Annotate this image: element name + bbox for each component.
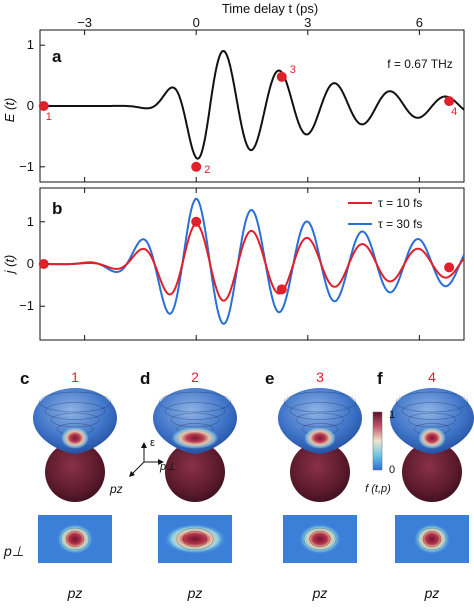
map-contour (176, 527, 214, 551)
distribution-panel-d: d 2 pz (140, 369, 237, 601)
lower-sphere (290, 442, 350, 502)
frequency-annotation: f = 0.67 THz (387, 57, 452, 71)
map-contour (422, 530, 442, 548)
upper-bowl (278, 388, 362, 454)
marker-b-1 (38, 259, 49, 269)
map-blob (414, 524, 450, 554)
panel-number-4: 4 (428, 369, 436, 385)
x-tick-label: 6 (416, 15, 423, 30)
marker-label-a-3: 3 (290, 64, 296, 76)
marker-b-3 (276, 284, 287, 295)
lower-sphere (402, 442, 462, 502)
lower-sphere (45, 442, 105, 502)
map-contour (309, 530, 331, 548)
panel-letter-c: c (20, 369, 29, 388)
map-blob (57, 524, 93, 554)
bottom-x-label: pz (312, 585, 328, 601)
panel-number-3: 3 (316, 369, 324, 385)
x-tick-label: 0 (193, 15, 200, 30)
marker-b-4 (444, 262, 455, 273)
panel-number-2: 2 (191, 369, 199, 385)
map-contour (60, 527, 90, 551)
panel-number-1: 1 (71, 369, 79, 385)
distribution-panel-c: c 1 pz (20, 369, 117, 601)
current-line-10fs (40, 223, 465, 302)
contour-line (283, 391, 357, 413)
colorbar-gradient (372, 411, 383, 471)
hot-spot (303, 427, 337, 449)
distribution-panel-e: e 3 pz (265, 369, 362, 601)
marker-a-3 (276, 71, 287, 82)
contour-line (395, 391, 469, 413)
y-axis-title-a: E (t) (2, 98, 17, 123)
colorbar-label: f (t,p) (365, 483, 391, 495)
map-blob (164, 524, 226, 554)
panel-letter-e: e (265, 369, 274, 388)
panel-letter-d: d (140, 369, 150, 388)
panel-b-letter: b (52, 199, 62, 218)
contour-line (401, 402, 463, 420)
map-contour (303, 527, 337, 551)
bottom-x-label: pz (187, 585, 203, 601)
distribution-panels: c 1 pz d 2 pz e 3 pz f 4 pz (20, 369, 474, 601)
y-tick-label-a: −1 (19, 159, 34, 174)
panel-a-letter: a (52, 47, 62, 66)
marker-b-2 (191, 216, 202, 227)
y-tick-label-a: 0 (27, 98, 34, 113)
distribution-panel-f: f 4 pz (377, 369, 474, 601)
legend-label-10fs: τ = 10 fs (378, 196, 422, 210)
map-contour (183, 530, 207, 548)
axes-glyph: ε p⊥ pz (109, 437, 176, 496)
z-label: pz (109, 482, 123, 496)
y-tick-label-b: 0 (27, 256, 34, 271)
panel-letter-f: f (377, 369, 383, 388)
panel-b: b 1 0 −1 τ = 10 fs τ = 30 fs j (t) (2, 187, 465, 341)
marker-label-a-2: 2 (204, 164, 210, 176)
contour-line (164, 402, 226, 420)
hot-spot (61, 427, 89, 449)
legend: τ = 10 fs τ = 30 fs (348, 196, 422, 231)
map-contour (417, 527, 447, 551)
contour-line (289, 402, 351, 420)
marker-label-a-4: 4 (451, 106, 457, 118)
marker-label-a-1: 1 (46, 111, 52, 123)
colorbar-min: 0 (389, 464, 395, 476)
upper-bowl (390, 388, 474, 454)
colorbar: 1 0 f (t,p) (365, 409, 395, 495)
y-tick-label-a: 1 (27, 37, 34, 52)
colorbar-max: 1 (389, 409, 395, 421)
hot-spot (171, 427, 219, 449)
y-tick-label-b: 1 (27, 214, 34, 229)
x-tick-label: −3 (77, 15, 92, 30)
map-contour (65, 530, 85, 548)
contour-line (38, 391, 112, 413)
hot-spot (418, 427, 446, 449)
bottom-y-label: p⊥ (3, 543, 24, 559)
map-blob (299, 524, 341, 554)
contour-line (158, 391, 232, 413)
marker-a-1 (38, 101, 49, 111)
x-axis-title: Time delay t (ps) (222, 1, 318, 16)
y-tick-label-b: −1 (19, 298, 34, 313)
e-field-line (40, 49, 465, 160)
current-line-30fs (40, 197, 465, 325)
perp-label: p⊥ (159, 461, 176, 473)
bottom-x-label: pz (67, 585, 83, 601)
upper-bowl (33, 388, 117, 454)
y-axis-title-b: j (t) (2, 255, 17, 276)
energy-label: ε (150, 437, 155, 449)
marker-a-2 (191, 161, 202, 172)
contour-line (44, 402, 106, 420)
bottom-x-label: pz (424, 585, 440, 601)
legend-label-30fs: τ = 30 fs (378, 217, 422, 231)
x-tick-label: 3 (304, 15, 311, 30)
lower-sphere (165, 442, 225, 502)
marker-a-4 (444, 96, 455, 107)
